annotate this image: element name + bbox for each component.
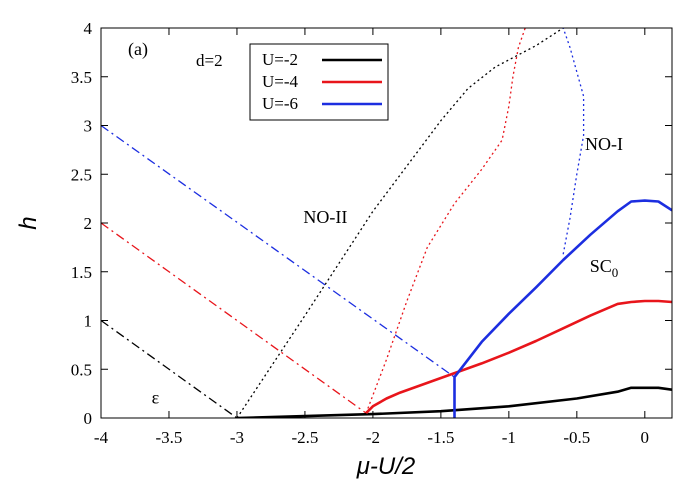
y-tick-label-0: 0 xyxy=(84,409,93,428)
x-tick-label-7: -0.5 xyxy=(563,428,590,447)
x-tick-label-8: 0 xyxy=(641,428,650,447)
legend-label-0: U=-2 xyxy=(262,50,298,69)
series-line-4 xyxy=(365,28,526,414)
x-tick-label-4: -2 xyxy=(366,428,380,447)
series-line-5 xyxy=(562,28,585,255)
legend-title: d=2 xyxy=(196,51,223,70)
y-tick-label-6: 3 xyxy=(84,117,93,136)
x-tick-label-6: -1 xyxy=(502,428,516,447)
annotation-text-2: SC xyxy=(590,256,612,276)
annotation-1: NO-I xyxy=(585,134,623,154)
y-axis-title: h xyxy=(15,216,42,229)
series-line-6 xyxy=(101,319,238,418)
series-line-8 xyxy=(101,124,455,378)
x-tick-label-2: -3 xyxy=(230,428,244,447)
legend-label-2: U=-6 xyxy=(262,94,298,113)
y-tick-label-3: 1.5 xyxy=(71,263,92,282)
legend: (a) d=2 U=-2 U=-4 U=-6 xyxy=(128,39,389,121)
annotation-3: ε xyxy=(152,387,160,407)
y-tick-label-7: 3.5 xyxy=(71,68,92,87)
series-line-3 xyxy=(236,28,564,418)
x-tick-label-3: -2.5 xyxy=(291,428,318,447)
series-layer xyxy=(101,28,672,418)
panel-label: (a) xyxy=(128,39,148,60)
annotation-text-1: NO-I xyxy=(585,134,623,154)
series-line-2 xyxy=(453,199,672,418)
annotation-2: SC0 xyxy=(590,256,619,280)
y-tick-label-2: 1 xyxy=(84,312,93,331)
x-axis-title: μ-U/2 xyxy=(356,453,416,480)
annotations: NO-II NO-I SC0 ε xyxy=(152,134,623,408)
x-tick-label-5: -1.5 xyxy=(427,428,454,447)
x-tick-label-0: -4 xyxy=(94,428,109,447)
annotation-subscript-2: 0 xyxy=(612,265,619,280)
series-line-0 xyxy=(236,386,672,418)
ticks-layer: -4 -3.5 -3 -2.5 -2 -1.5 -1 -0.5 0 0 0.5 1 1.5 2 2.5 3 3.… xyxy=(71,19,672,447)
y-tick-label-5: 2.5 xyxy=(71,165,92,184)
y-tick-label-4: 2 xyxy=(84,214,93,233)
annotation-0: NO-II xyxy=(303,207,347,227)
y-tick-label-8: 4 xyxy=(84,19,93,38)
legend-label-1: U=-4 xyxy=(262,72,299,91)
x-tick-label-1: -3.5 xyxy=(156,428,183,447)
annotation-text-0: NO-II xyxy=(303,207,347,227)
series-line-1 xyxy=(365,299,672,415)
annotation-text-3: ε xyxy=(152,387,160,407)
y-tick-label-1: 0.5 xyxy=(71,360,92,379)
series-line-7 xyxy=(101,222,367,414)
